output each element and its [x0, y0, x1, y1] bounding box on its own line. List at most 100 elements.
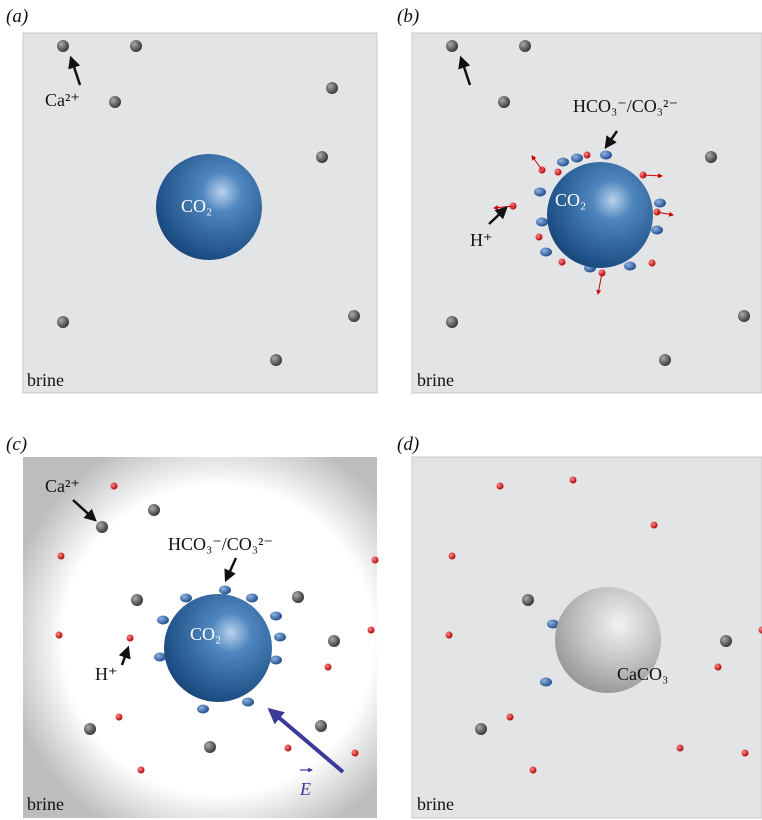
- proton: [529, 766, 537, 774]
- ion-label: HCO₃⁻/CO₃²⁻: [573, 96, 678, 116]
- field-arrow: [267, 707, 345, 774]
- proton: [324, 663, 332, 671]
- medium-label: brine: [27, 370, 64, 390]
- bicarbonate-ion: [557, 157, 569, 167]
- proton: [351, 749, 359, 757]
- proton: [367, 626, 375, 634]
- bicarbonate-ion: [154, 652, 166, 662]
- bicarbonate-ion: [197, 704, 209, 714]
- proton: [554, 168, 562, 176]
- proton-label: H⁺: [95, 664, 118, 684]
- calcium-ion: [522, 594, 534, 606]
- calcium-ion: [130, 40, 142, 52]
- proton: [650, 521, 658, 529]
- calcium-ion: [519, 40, 531, 52]
- calcium-ion: [446, 316, 458, 328]
- bicarbonate-ion: [540, 247, 552, 257]
- panel-label: (a): [6, 6, 28, 27]
- calcium-ion: [57, 316, 69, 328]
- bicarbonate-ion: [536, 217, 548, 227]
- proton: [126, 634, 134, 642]
- bicarbonate-ion: [274, 632, 286, 642]
- proton: [741, 749, 749, 757]
- proton: [115, 713, 123, 721]
- bicarbonate-ion: [219, 585, 231, 595]
- calcium-label: Ca²⁺: [45, 476, 80, 496]
- proton: [137, 766, 145, 774]
- calcium-ion: [315, 720, 327, 732]
- bubble-label: CO₂: [190, 624, 221, 644]
- calcium-ion: [348, 310, 360, 322]
- bicarbonate-ion: [571, 153, 583, 163]
- calcium-ion: [738, 310, 750, 322]
- arrow: [604, 130, 619, 150]
- calcium-ion: [475, 723, 487, 735]
- bicarbonate-ion: [651, 225, 663, 235]
- proton-motion: [642, 173, 663, 179]
- arrow: [488, 206, 508, 225]
- bicarbonate-ion: [547, 619, 559, 629]
- arrow: [68, 55, 82, 86]
- bicarbonate-ion: [270, 611, 282, 621]
- calcium-ion: [292, 591, 304, 603]
- proton: [535, 233, 543, 241]
- medium-label: brine: [417, 794, 454, 814]
- calcium-ion: [109, 96, 121, 108]
- co2-bubble: [164, 594, 272, 702]
- calcium-ion: [498, 96, 510, 108]
- proton: [558, 258, 566, 266]
- medium-label: brine: [417, 370, 454, 390]
- calcium-ion: [96, 521, 108, 533]
- proton: [55, 631, 63, 639]
- proton: [583, 151, 591, 159]
- calcium-ion: [326, 82, 338, 94]
- panel-label: (d): [397, 434, 419, 455]
- proton: [758, 626, 762, 634]
- particles: [55, 40, 762, 774]
- calcium-ion: [328, 635, 340, 647]
- bicarbonate-ion: [180, 593, 192, 603]
- proton: [448, 552, 456, 560]
- bicarbonate-ion: [540, 677, 552, 687]
- calcium-ion: [131, 594, 143, 606]
- calcium-ion: [705, 151, 717, 163]
- proton-label: H⁺: [470, 230, 493, 250]
- arrow: [458, 55, 472, 86]
- co2-bubble: [547, 162, 653, 268]
- calcium-ion: [84, 723, 96, 735]
- bicarbonate-ion: [534, 187, 546, 197]
- proton: [110, 482, 118, 490]
- calcium-ion: [57, 40, 69, 52]
- proton: [57, 552, 65, 560]
- calcium-ion: [446, 40, 458, 52]
- bicarbonate-ion: [157, 615, 169, 625]
- arrow: [224, 557, 238, 583]
- proton: [676, 744, 684, 752]
- arrow: [72, 499, 97, 522]
- proton-motion: [596, 272, 603, 295]
- calcium-ion: [148, 504, 160, 516]
- co2-bubble: [156, 154, 262, 260]
- proton: [284, 744, 292, 752]
- proton-motion: [531, 155, 543, 171]
- arrow: [118, 645, 131, 666]
- proton: [506, 713, 514, 721]
- precipitate-label: CaCO₃: [617, 664, 668, 684]
- bicarbonate-ion: [242, 697, 254, 707]
- calcium-ion: [270, 354, 282, 366]
- calcium-ion: [316, 151, 328, 163]
- medium-label: brine: [27, 794, 64, 814]
- proton: [714, 663, 722, 671]
- bicarbonate-ion: [624, 261, 636, 271]
- calcium-ion: [720, 635, 732, 647]
- panel-label: (c): [6, 434, 27, 455]
- caco3-sphere: [555, 587, 661, 693]
- bubble-label: CO₂: [555, 190, 586, 210]
- bicarbonate-ion: [654, 198, 666, 208]
- proton: [496, 482, 504, 490]
- panel-label: (b): [397, 6, 419, 27]
- proton: [648, 259, 656, 267]
- proton: [445, 631, 453, 639]
- bicarbonate-ion: [246, 593, 258, 603]
